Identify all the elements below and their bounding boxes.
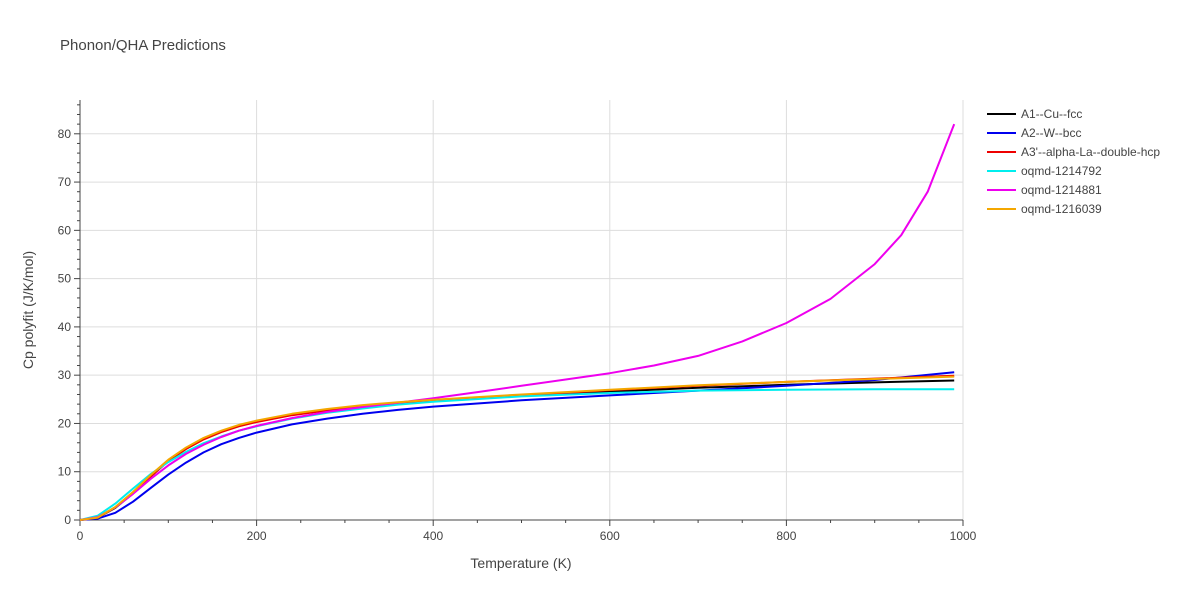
- y-tick-label: 30: [58, 368, 72, 382]
- legend-entry-0: A1--Cu--fcc: [1021, 107, 1082, 121]
- legend-entry-5: oqmd-1216039: [1021, 202, 1102, 216]
- y-tick-label: 80: [58, 127, 72, 141]
- y-tick-label: 60: [58, 223, 72, 237]
- y-tick-label: 10: [58, 465, 72, 479]
- x-ticks: 0 200 400 600 800 1000: [77, 520, 977, 543]
- legend-entry-3: oqmd-1214792: [1021, 164, 1102, 178]
- legend-entry-1: A2--W--bcc: [1021, 126, 1081, 140]
- x-tick-label: 400: [423, 529, 443, 543]
- series-line-1: [79, 371, 955, 521]
- y-tick-label: 70: [58, 175, 72, 189]
- x-tick-label: 0: [77, 529, 84, 543]
- y-tick-label: 40: [58, 320, 72, 334]
- grid: [80, 100, 964, 520]
- x-tick-label: 200: [247, 529, 267, 543]
- y-axis-label: Cp polyfit (J/K/mol): [20, 251, 36, 369]
- legend-entry-4: oqmd-1214881: [1021, 183, 1102, 197]
- y-tick-label: 50: [58, 272, 72, 286]
- legend-entry-2: A3'--alpha-La--double-hcp: [1021, 145, 1160, 159]
- series-line-3: [79, 388, 955, 521]
- series-line-5: [79, 375, 955, 521]
- y-tick-label: 0: [64, 513, 71, 527]
- chart-title: Phonon/QHA Predictions: [60, 37, 226, 54]
- series-lines: [79, 123, 956, 521]
- x-tick-label: 1000: [950, 529, 977, 543]
- x-tick-label: 600: [600, 529, 620, 543]
- series-line-4: [79, 123, 956, 521]
- legend: A1--Cu--fcc A2--W--bcc A3'--alpha-La--doub…: [987, 107, 1160, 216]
- y-tick-label: 20: [58, 416, 72, 430]
- axes: [79, 100, 963, 521]
- y-ticks: 0 10 20 30 40 50 60 70 80: [58, 104, 80, 527]
- x-axis-label: Temperature (K): [470, 555, 571, 571]
- x-tick-label: 800: [776, 529, 796, 543]
